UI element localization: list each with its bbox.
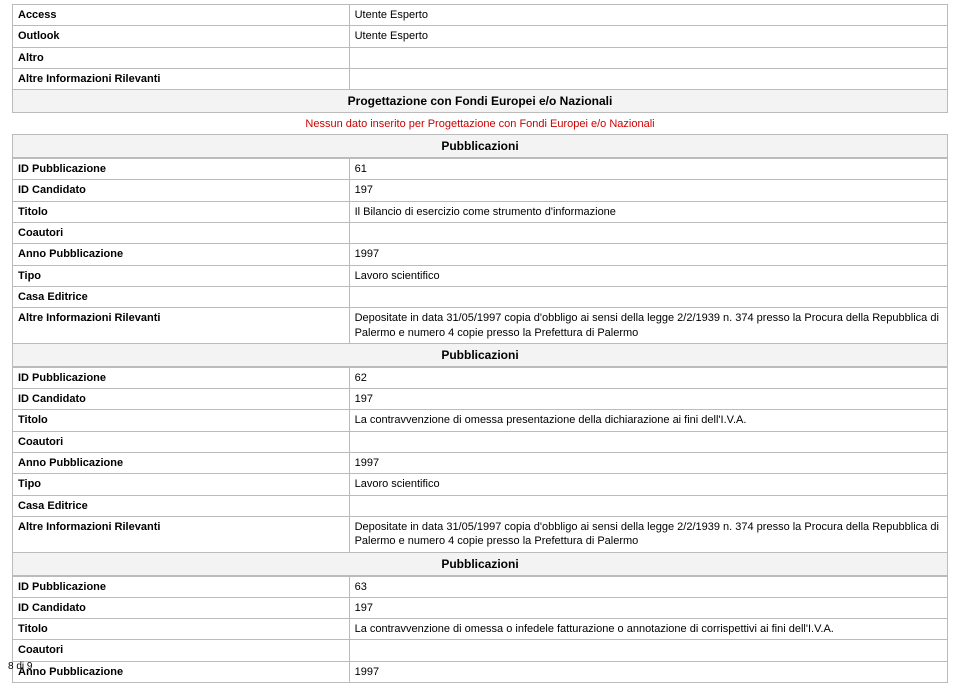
- field-label: Tipo: [13, 265, 350, 286]
- field-value: 62: [349, 367, 947, 388]
- field-value: [349, 286, 947, 307]
- field-label: ID Pubblicazione: [13, 576, 350, 597]
- field-value: 1997: [349, 244, 947, 265]
- skills-table: Access Utente Esperto Outlook Utente Esp…: [12, 4, 948, 90]
- skill-label: Access: [13, 5, 350, 26]
- field-value: 61: [349, 159, 947, 180]
- project-section-note: Nessun dato inserito per Progettazione c…: [12, 113, 948, 134]
- field-value: 197: [349, 180, 947, 201]
- project-section-title: Progettazione con Fondi Europei e/o Nazi…: [12, 90, 948, 113]
- publications-header: Pubblicazioni: [12, 553, 948, 576]
- field-label: Anno Pubblicazione: [13, 244, 350, 265]
- field-label: Coautori: [13, 431, 350, 452]
- publication-table-3: ID Pubblicazione63 ID Candidato197 Titol…: [12, 576, 948, 683]
- field-value: Lavoro scientifico: [349, 265, 947, 286]
- table-row: Altre Informazioni Rilevanti: [13, 68, 948, 89]
- table-row: Outlook Utente Esperto: [13, 26, 948, 47]
- publications-header: Pubblicazioni: [12, 134, 948, 158]
- field-value: [349, 495, 947, 516]
- field-value: 197: [349, 597, 947, 618]
- page-number: 8 di 9: [8, 661, 32, 672]
- field-value: Lavoro scientifico: [349, 474, 947, 495]
- skill-value: Utente Esperto: [349, 26, 947, 47]
- field-label: Anno Pubblicazione: [13, 453, 350, 474]
- field-label: Coautori: [13, 223, 350, 244]
- field-label: Coautori: [13, 640, 350, 661]
- field-value: [349, 431, 947, 452]
- field-value: La contravvenzione di omessa o infedele …: [349, 619, 947, 640]
- skill-value: [349, 68, 947, 89]
- field-label: Altre Informazioni Rilevanti: [13, 516, 350, 552]
- field-label: Titolo: [13, 619, 350, 640]
- field-label: ID Pubblicazione: [13, 367, 350, 388]
- field-value: La contravvenzione di omessa presentazio…: [349, 410, 947, 431]
- field-value: Depositate in data 31/05/1997 copia d'ob…: [349, 516, 947, 552]
- skill-label: Outlook: [13, 26, 350, 47]
- field-value: Il Bilancio di esercizio come strumento …: [349, 201, 947, 222]
- field-value: Depositate in data 31/05/1997 copia d'ob…: [349, 308, 947, 344]
- field-value: 197: [349, 389, 947, 410]
- field-label: Titolo: [13, 201, 350, 222]
- table-row: Altro: [13, 47, 948, 68]
- field-value: 1997: [349, 661, 947, 682]
- publications-header: Pubblicazioni: [12, 344, 948, 367]
- field-label: Altre Informazioni Rilevanti: [13, 308, 350, 344]
- field-label: Titolo: [13, 410, 350, 431]
- table-row: Access Utente Esperto: [13, 5, 948, 26]
- field-label: ID Pubblicazione: [13, 159, 350, 180]
- skill-label: Altro: [13, 47, 350, 68]
- field-label: Casa Editrice: [13, 495, 350, 516]
- skill-value: Utente Esperto: [349, 5, 947, 26]
- field-label: Casa Editrice: [13, 286, 350, 307]
- skill-value: [349, 47, 947, 68]
- field-label: ID Candidato: [13, 597, 350, 618]
- skill-label: Altre Informazioni Rilevanti: [13, 68, 350, 89]
- field-label: ID Candidato: [13, 389, 350, 410]
- field-value: [349, 223, 947, 244]
- publication-table-2: ID Pubblicazione62 ID Candidato197 Titol…: [12, 367, 948, 553]
- field-label: Tipo: [13, 474, 350, 495]
- field-value: [349, 640, 947, 661]
- field-label: ID Candidato: [13, 180, 350, 201]
- field-value: 63: [349, 576, 947, 597]
- publication-table-1: ID Pubblicazione61 ID Candidato197 Titol…: [12, 158, 948, 344]
- field-value: 1997: [349, 453, 947, 474]
- field-label: Anno Pubblicazione: [13, 661, 350, 682]
